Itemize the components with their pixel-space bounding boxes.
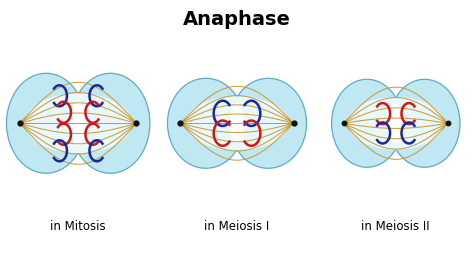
Text: in Meiosis I: in Meiosis I bbox=[204, 220, 270, 233]
Ellipse shape bbox=[188, 103, 286, 144]
Text: in Meiosis II: in Meiosis II bbox=[362, 220, 430, 233]
Ellipse shape bbox=[389, 103, 402, 143]
Text: in Mitosis: in Mitosis bbox=[50, 220, 106, 233]
Ellipse shape bbox=[389, 79, 460, 167]
Ellipse shape bbox=[332, 79, 402, 167]
Ellipse shape bbox=[25, 93, 132, 153]
Ellipse shape bbox=[185, 96, 289, 150]
Ellipse shape bbox=[71, 73, 150, 173]
Ellipse shape bbox=[230, 103, 244, 144]
Text: Anaphase: Anaphase bbox=[183, 10, 291, 29]
Ellipse shape bbox=[351, 103, 441, 143]
Ellipse shape bbox=[7, 73, 86, 173]
Ellipse shape bbox=[167, 78, 244, 168]
Ellipse shape bbox=[28, 101, 128, 146]
Ellipse shape bbox=[71, 101, 86, 146]
Ellipse shape bbox=[348, 97, 444, 150]
Ellipse shape bbox=[230, 78, 307, 168]
